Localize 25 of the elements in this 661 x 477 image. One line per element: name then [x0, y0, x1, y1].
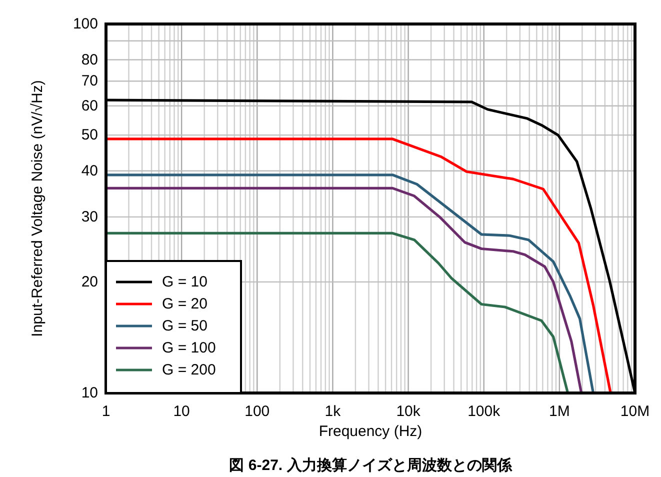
- y-tick-label: 70: [81, 72, 98, 90]
- x-tick-label: 1: [102, 403, 110, 420]
- x-tick-label: 100: [244, 403, 270, 420]
- y-tick-label: 20: [81, 273, 98, 290]
- x-tick-label: 1M: [549, 403, 570, 420]
- x-tick-label: 100k: [468, 403, 501, 420]
- legend-label: G = 20: [162, 296, 208, 312]
- y-tick-label: 30: [81, 208, 98, 226]
- legend-label: G = 100: [162, 340, 216, 356]
- y-tick-label: 80: [81, 51, 98, 68]
- x-axis-title: Frequency (Hz): [318, 423, 422, 440]
- y-tick-label: 100: [72, 16, 98, 32]
- y-tick-label: 40: [81, 162, 98, 180]
- legend-label: G = 50: [162, 318, 208, 334]
- x-tick-label: 1k: [324, 403, 342, 420]
- legend-label: G = 10: [162, 274, 208, 290]
- y-axis-title: Input-Referred Voltage Noise (nV/√Hz): [29, 80, 46, 337]
- y-tick-label: 60: [81, 97, 98, 114]
- x-tick-label: 10: [173, 403, 190, 420]
- caption: 図 6-27. 入力換算ノイズと周波数との関係: [229, 457, 513, 474]
- y-tick-label: 10: [81, 384, 98, 402]
- x-tick-label: 10M: [620, 403, 650, 420]
- legend-label: G = 200: [162, 362, 216, 378]
- y-tick-label: 50: [81, 126, 98, 144]
- x-tick-label: 10k: [396, 403, 421, 420]
